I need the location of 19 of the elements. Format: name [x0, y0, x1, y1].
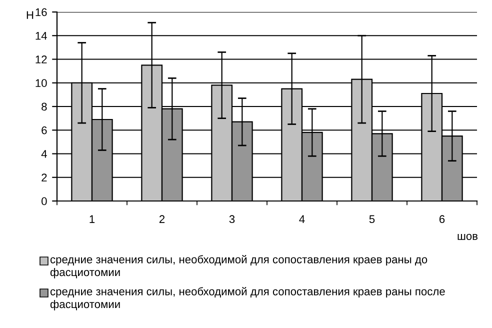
x-tick-label: 4: [299, 215, 305, 223]
x-axis-title: шов: [458, 234, 478, 240]
legend-label: средние значения силы, необходимой для сопоставления краев раны после фасциотомии: [50, 287, 445, 310]
y-tick-label: 8: [42, 102, 47, 111]
y-tick-label: 6: [42, 126, 47, 134]
x-tick-label: 2: [159, 215, 165, 223]
x-tick-label: 5: [369, 215, 375, 224]
x-tick-label: 1: [90, 215, 95, 223]
y-tick-label: 4: [41, 150, 47, 158]
y-tick-label: 2: [42, 174, 47, 182]
y-tick-label: 16: [36, 8, 47, 16]
legend-label: средние значения силы, необходимой для сопоставления краев раны до фасциотомии: [50, 255, 428, 278]
y-tick-label: 12: [36, 56, 47, 64]
y-axis-title: Н: [26, 11, 34, 19]
x-tick-label: 3: [229, 215, 235, 224]
x-tick-label: 6: [439, 215, 445, 224]
y-tick-label: 10: [36, 79, 47, 88]
y-tick-label: 0: [42, 197, 47, 206]
y-tick-label: 14: [36, 32, 47, 40]
